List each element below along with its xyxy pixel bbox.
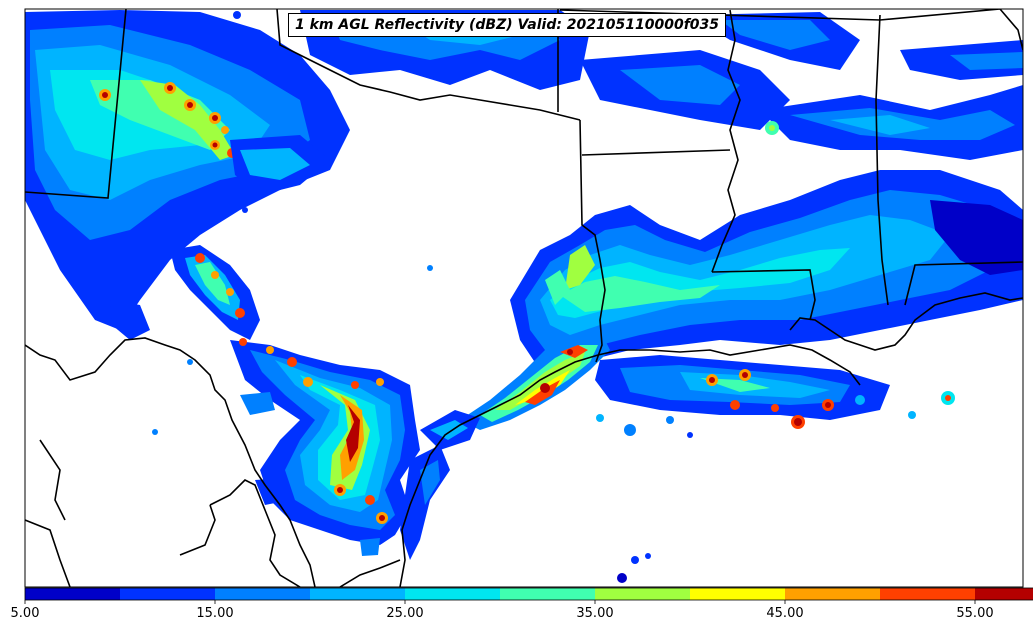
colorbar-segment bbox=[690, 588, 785, 600]
colorbar-segment bbox=[975, 588, 1033, 600]
colorbar-tick-label: 5.00 bbox=[10, 606, 40, 621]
echo-region-southwest bbox=[110, 245, 290, 505]
colorbar-segment bbox=[215, 588, 310, 600]
border-texas-oklahoma-north bbox=[25, 9, 127, 199]
echo-scattered-cells bbox=[233, 11, 651, 583]
border-mexico-states-1 bbox=[25, 519, 71, 587]
echo-region-gulf-coast bbox=[460, 330, 955, 438]
border-texas-louisiana bbox=[579, 119, 606, 363]
colorbar-tick-label: 25.00 bbox=[386, 606, 424, 621]
colorbar-tick-label: 35.00 bbox=[576, 606, 614, 621]
colorbar-segment bbox=[785, 588, 880, 600]
border-louisiana-mississippi bbox=[711, 269, 816, 321]
colorbar bbox=[24, 587, 1033, 604]
border-mexico-states-2 bbox=[39, 439, 66, 521]
colorbar-segment bbox=[120, 588, 215, 600]
colorbar-segment bbox=[880, 588, 975, 600]
colorbar-tick-labels: 5.00 15.00 25.00 35.00 45.00 55.00 bbox=[0, 606, 1033, 626]
colorbar-segment bbox=[595, 588, 690, 600]
colorbar-outline bbox=[24, 587, 1033, 601]
border-alabama-georgia bbox=[999, 9, 1023, 51]
radar-echoes bbox=[25, 10, 1023, 583]
colorbar-tick-label: 45.00 bbox=[766, 606, 804, 621]
border-texas-panhandle-red-river bbox=[276, 9, 581, 121]
border-alabama-florida bbox=[904, 261, 1023, 306]
map-title: 1 km AGL Reflectivity (dBZ) Valid: 20210… bbox=[288, 13, 727, 37]
echo-region-northwest bbox=[25, 10, 350, 330]
border-arkansas-louisiana bbox=[581, 149, 731, 156]
border-mexico-rio-grande bbox=[25, 337, 316, 587]
colorbar-tick-label: 55.00 bbox=[956, 606, 994, 621]
colorbar-segment bbox=[500, 588, 595, 600]
echo-region-south-texas bbox=[230, 340, 480, 560]
border-mississippi-alabama bbox=[875, 14, 889, 306]
mississippi-river bbox=[711, 9, 741, 273]
map-frame bbox=[24, 8, 1024, 588]
coastline-texas bbox=[399, 344, 861, 587]
colorbar-segment bbox=[310, 588, 405, 600]
border-mexico-states-4 bbox=[179, 504, 216, 556]
colorbar-tick-label: 15.00 bbox=[196, 606, 234, 621]
colorbar-segment bbox=[25, 588, 120, 600]
coastline-louisiana-delta bbox=[789, 292, 1023, 351]
echo-region-southeast bbox=[510, 170, 1023, 375]
colorbar-segment bbox=[405, 588, 500, 600]
border-mexico-states-3 bbox=[209, 479, 301, 587]
coastline-mexico bbox=[339, 559, 401, 587]
